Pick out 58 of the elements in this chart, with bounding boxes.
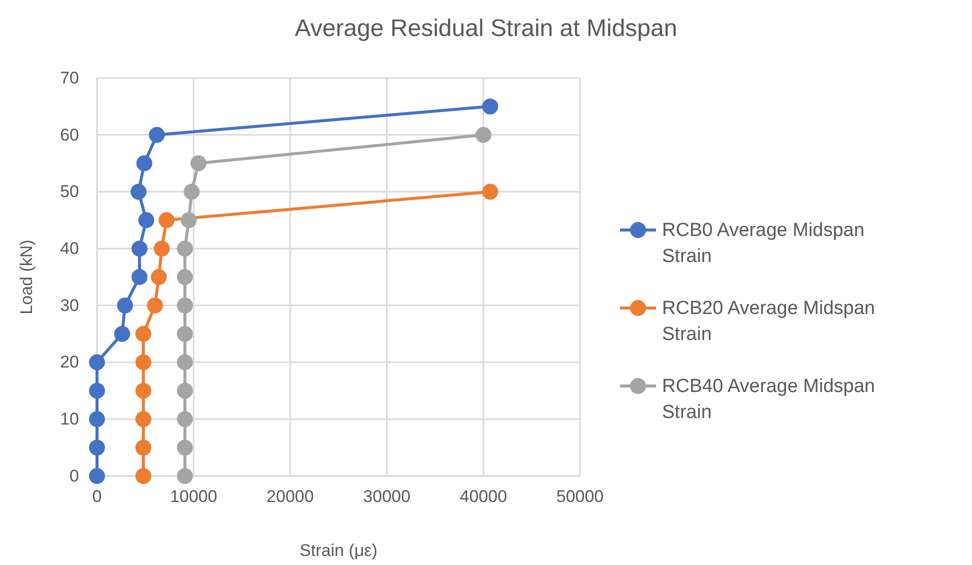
point <box>180 212 197 228</box>
point <box>150 269 167 285</box>
point <box>135 440 152 456</box>
point <box>176 468 193 484</box>
point <box>148 126 165 143</box>
point <box>132 269 148 285</box>
point <box>190 155 206 172</box>
point <box>176 326 193 342</box>
legend-label: RCB0 Average Midspan Strain <box>662 220 864 267</box>
point <box>475 126 492 143</box>
point <box>135 468 152 484</box>
point <box>89 382 105 399</box>
legend-label: RCB40 Average Midspan Strain <box>662 376 875 423</box>
point <box>482 184 498 200</box>
point <box>176 354 193 370</box>
point <box>176 382 193 399</box>
chart-title: Average Residual Strain at Midspan <box>294 15 678 42</box>
legend-label: RCB20 Average Midspan Strain <box>662 298 875 345</box>
y-axis-title: Load (kN) <box>17 240 36 314</box>
point <box>184 184 200 200</box>
point <box>89 354 105 370</box>
y-tick-label: 60 <box>60 125 79 144</box>
point <box>114 326 130 342</box>
point <box>136 155 152 172</box>
point <box>176 440 193 456</box>
point <box>176 411 193 428</box>
y-tick-label: 0 <box>70 466 79 486</box>
point <box>176 269 193 285</box>
point <box>135 411 152 428</box>
point <box>130 184 147 200</box>
point <box>89 440 105 456</box>
x-tick-label: 20000 <box>266 487 314 506</box>
point <box>146 297 163 314</box>
x-tick-label: 50000 <box>556 487 604 506</box>
point <box>132 240 148 257</box>
y-tick-label: 10 <box>60 410 79 429</box>
point <box>89 468 105 484</box>
x-tick-label: 10000 <box>170 487 218 506</box>
y-tick-label: 30 <box>60 296 79 315</box>
point <box>154 240 170 257</box>
point <box>158 212 175 228</box>
point <box>135 382 152 399</box>
point <box>89 411 105 428</box>
x-tick-label: 0 <box>92 487 102 506</box>
point <box>135 354 152 370</box>
point <box>117 297 133 314</box>
point <box>135 326 152 342</box>
point <box>176 297 193 314</box>
y-tick-label: 50 <box>60 182 79 202</box>
point <box>138 212 154 228</box>
point <box>482 98 498 114</box>
y-tick-label: 70 <box>60 68 79 88</box>
y-tick-label: 20 <box>60 352 79 372</box>
x-tick-label: 40000 <box>460 487 508 506</box>
x-tick-label: 30000 <box>363 487 410 506</box>
point <box>176 240 193 257</box>
y-tick-label: 40 <box>60 239 79 258</box>
x-axis-title: Strain (με) <box>300 541 378 560</box>
